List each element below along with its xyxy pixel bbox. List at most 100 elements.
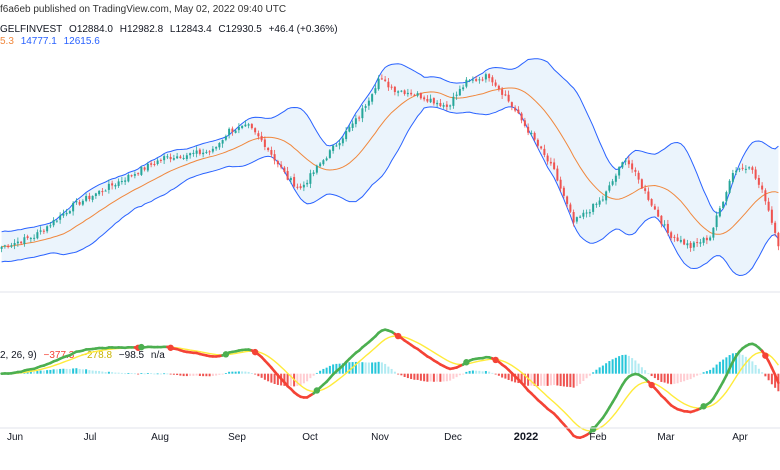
candle — [130, 174, 133, 178]
candle — [702, 236, 705, 246]
candle — [260, 131, 263, 142]
candle — [137, 172, 140, 176]
candle — [410, 89, 413, 97]
macd-cross-dot — [167, 344, 174, 351]
macd-histogram-bar — [426, 373, 429, 382]
candle-body — [364, 106, 367, 108]
candle — [195, 146, 198, 158]
candle-body — [302, 184, 305, 188]
candle-body — [3, 245, 6, 247]
candle-body — [361, 108, 364, 119]
macd-histogram-bar — [377, 361, 380, 374]
candle-body — [263, 139, 266, 147]
macd-cross-dot — [313, 387, 321, 394]
macd-histogram-bar — [159, 373, 162, 375]
candle — [263, 136, 266, 151]
macd-histogram-bar — [289, 373, 292, 387]
candle-body — [738, 168, 741, 170]
macd-histogram-bar — [653, 373, 656, 379]
candle-body — [88, 195, 91, 200]
candle-body — [627, 160, 630, 165]
macd-histogram-bar — [696, 373, 699, 376]
macd-histogram-bar — [527, 373, 530, 386]
symbol-label: GELFINVEST — [0, 24, 63, 35]
macd-histogram-bar — [26, 371, 29, 374]
macd-histogram-bar — [328, 365, 331, 374]
x-axis-tick-label: Jun — [7, 432, 23, 443]
candle-body — [751, 167, 754, 170]
macd-histogram-bar — [234, 371, 237, 374]
macd-histogram-bar — [283, 373, 286, 386]
candle-body — [465, 79, 468, 87]
candle-body — [306, 182, 309, 185]
candle-body — [582, 212, 585, 217]
candle-body — [315, 165, 318, 173]
macd-histogram-bar — [276, 373, 279, 385]
candle-body — [390, 86, 393, 88]
candle — [403, 89, 406, 96]
candle-body — [702, 237, 705, 243]
candle-body — [26, 236, 29, 239]
candle — [140, 166, 143, 176]
candle — [566, 195, 569, 208]
candle-body — [442, 105, 445, 107]
candle — [16, 237, 19, 247]
macd-histogram-bar — [761, 372, 764, 374]
macd-histogram-bar — [670, 373, 673, 385]
macd-histogram-bar — [332, 364, 335, 374]
macd-histogram-bar — [614, 357, 617, 374]
candle-body — [208, 151, 211, 153]
candle — [718, 205, 721, 218]
candle — [231, 126, 234, 136]
macd-histogram-bar — [192, 373, 195, 376]
macd-histogram-bar — [371, 362, 374, 374]
macd-histogram-bar — [692, 373, 695, 378]
macd-histogram-bar — [608, 361, 611, 374]
macd-histogram-bar — [423, 373, 426, 382]
candle-body — [514, 107, 517, 111]
macd-histogram-bar — [757, 368, 760, 374]
candle — [663, 220, 666, 227]
candle-body — [556, 168, 559, 181]
candle-body — [562, 187, 565, 196]
macd-histogram-bar — [153, 373, 156, 375]
candle — [146, 161, 149, 173]
candle — [309, 169, 312, 189]
macd-histogram-bar — [637, 363, 640, 374]
macd-histogram-bar — [523, 373, 526, 385]
histogram-value: −98.5 — [118, 350, 145, 361]
candle — [423, 95, 426, 102]
candle-body — [325, 158, 328, 161]
macd-histogram-bar — [267, 373, 270, 382]
macd-histogram-bar — [556, 373, 559, 386]
candle — [0, 245, 3, 253]
candle-body — [410, 92, 413, 95]
macd-histogram-bar — [468, 370, 471, 374]
candle-body — [644, 188, 647, 191]
x-axis-tick-label: Aug — [151, 432, 169, 443]
macd-histogram-bar — [55, 369, 58, 374]
candle — [575, 216, 578, 224]
candle — [621, 161, 624, 169]
candle-body — [111, 183, 114, 186]
candle-body — [663, 224, 666, 226]
macd-histogram-bar — [335, 363, 338, 374]
macd-histogram-bar — [247, 371, 250, 374]
candle — [319, 162, 322, 168]
candle-body — [585, 212, 588, 214]
candle-body — [722, 201, 725, 208]
candle — [517, 106, 520, 115]
candle-body — [55, 220, 58, 222]
candle — [159, 158, 162, 163]
candle — [481, 76, 484, 82]
candle-body — [328, 150, 331, 158]
candle-body — [312, 172, 315, 175]
candle — [302, 181, 305, 192]
candle — [107, 179, 110, 194]
candle-body — [699, 242, 702, 244]
candle-body — [543, 148, 546, 155]
candle-body — [676, 237, 679, 241]
macd-histogram-bar — [130, 373, 133, 374]
candle — [286, 166, 289, 181]
candle — [94, 192, 97, 199]
